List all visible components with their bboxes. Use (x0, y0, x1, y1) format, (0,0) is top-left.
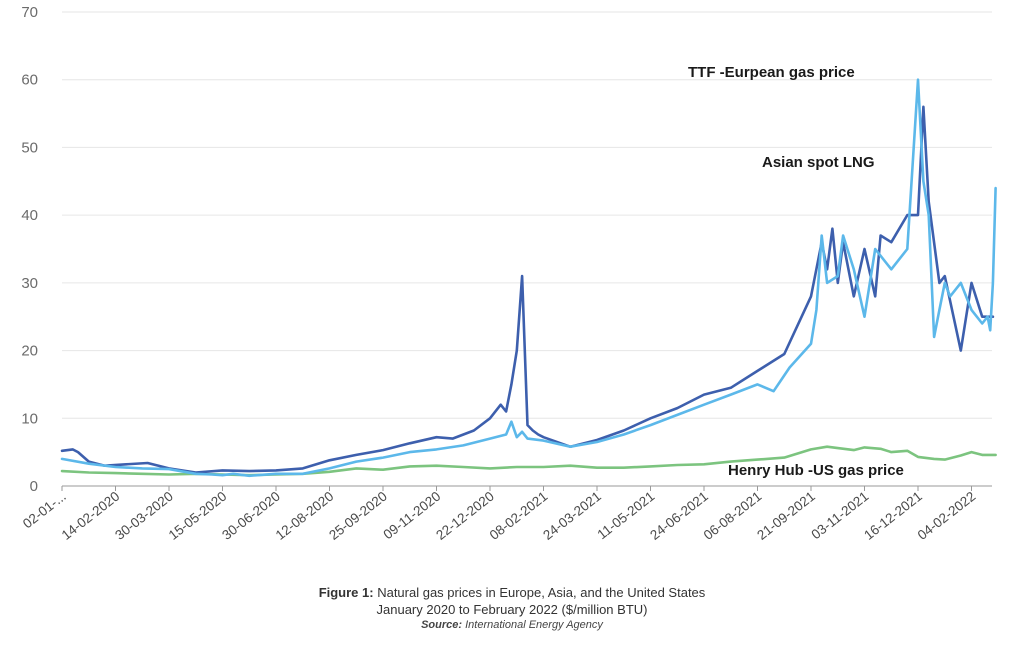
x-tick-label: 09-11-2020 (380, 489, 443, 543)
gas-price-chart: 0 10 20 30 40 50 60 70 02-01-...14-02-202030-03… (20, 4, 997, 543)
gridlines (62, 11, 992, 419)
x-tick-label: 30-06-2020 (219, 489, 283, 543)
caption-line-1: Figure 1: Natural gas prices in Europe, … (0, 584, 1024, 601)
caption-title: Natural gas prices in Europe, Asia, and … (373, 585, 706, 600)
annotation-asian-lng: Asian spot LNG (762, 154, 875, 171)
annotations: TTF -Eurpean gas price Asian spot LNG He… (688, 64, 904, 479)
y-tick-label: 30 (21, 275, 38, 292)
x-tick-label: 08-02-2021 (487, 489, 551, 543)
caption-line-2: January 2020 to February 2022 ($/million… (376, 602, 648, 617)
y-tick-label: 40 (21, 207, 38, 224)
x-tick-label: 02-01-... (20, 489, 69, 532)
y-tick-label: 70 (21, 4, 38, 21)
x-tick-label: 22-12-2020 (433, 489, 497, 543)
source-label: Source: (421, 619, 463, 631)
x-tick-label: 14-02-2020 (59, 489, 123, 543)
x-tick-label: 24-03-2021 (540, 489, 604, 543)
x-tick-label: 04-02-2022 (915, 489, 979, 543)
y-tick-label: 50 (21, 139, 38, 156)
x-tick-label: 30-03-2020 (112, 489, 176, 543)
annotation-henry-hub: Henry Hub -US gas price (728, 462, 904, 479)
series-lines (60, 78, 997, 478)
x-tick-label: 03-11-2021 (808, 489, 871, 543)
figure-caption: Figure 1: Natural gas prices in Europe, … (0, 584, 1024, 633)
x-tick-label: 24-06-2021 (647, 489, 711, 543)
x-tick-label: 11-05-2021 (594, 489, 657, 543)
series-line-ttf-eurpean-gas-price (60, 78, 997, 478)
x-axis: 02-01-...14-02-202030-03-202015-05-20203… (20, 485, 992, 543)
source-text: International Energy Agency (462, 619, 603, 631)
x-tick-label: 15-05-2020 (166, 489, 230, 543)
caption-source: Source: International Energy Agency (0, 618, 1024, 633)
x-tick-label: 06-08-2021 (701, 489, 765, 543)
series-line-asian-spot-lng (60, 105, 995, 474)
annotation-ttf: TTF -Eurpean gas price (688, 64, 855, 81)
y-tick-label: 10 (21, 410, 38, 427)
y-tick-label: 0 (30, 478, 38, 495)
figure-label: Figure 1: (318, 585, 374, 600)
x-tick-label: 16-12-2021 (861, 489, 925, 543)
x-tick-label: 25-09-2020 (326, 489, 390, 543)
y-tick-label: 20 (21, 343, 38, 360)
y-axis: 0 10 20 30 40 50 60 70 (21, 4, 38, 495)
y-tick-label: 60 (21, 72, 38, 89)
x-tick-label: 21-09-2021 (754, 489, 818, 543)
x-tick-label: 12-08-2020 (273, 489, 337, 543)
